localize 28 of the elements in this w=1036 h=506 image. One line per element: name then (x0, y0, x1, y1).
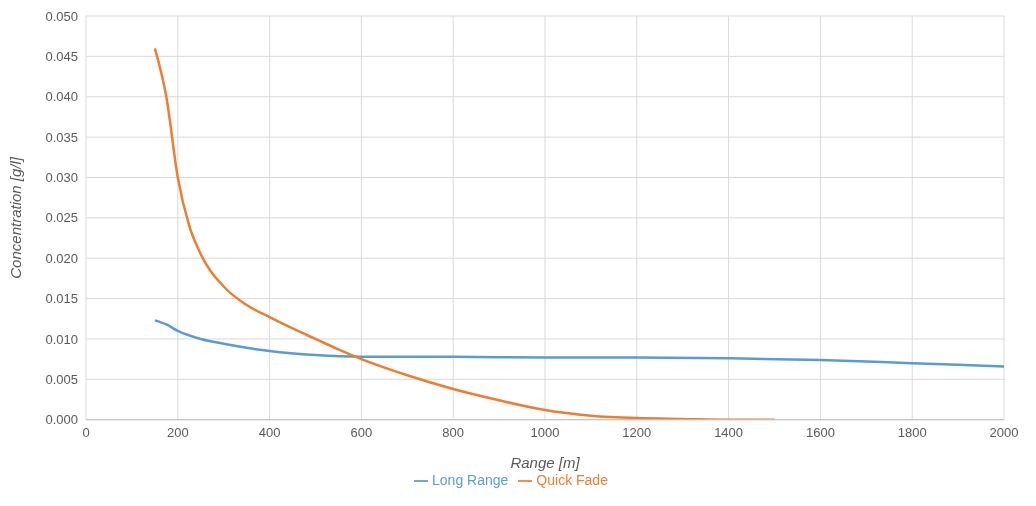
x-tick-label: 200 (166, 424, 189, 440)
y-tick-label: 0.045 (45, 48, 78, 64)
x-tick-label: 1600 (805, 424, 835, 440)
x-tick-label: 2000 (989, 424, 1019, 440)
y-axis-title: Concentration [g/l] (7, 156, 25, 279)
x-tick-label: 600 (350, 424, 373, 440)
x-tick-label: 1200 (622, 424, 652, 440)
y-tick-label: 0.025 (45, 210, 78, 226)
x-tick-label: 400 (258, 424, 281, 440)
legend-label: Quick Fade (536, 471, 608, 488)
y-tick-label: 0.000 (45, 412, 78, 428)
line-series (153, 47, 776, 420)
x-tick-label: 800 (442, 424, 465, 440)
y-tick-label: 0.035 (45, 129, 78, 145)
y-tick-label: 0.005 (45, 371, 78, 387)
y-tick-label: 0.020 (45, 250, 78, 266)
y-tick-label: 0.050 (45, 8, 78, 24)
y-tick-label: 0.010 (45, 331, 78, 347)
y-tick-label: 0.030 (45, 170, 78, 186)
y-tick-label: 0.015 (45, 291, 78, 307)
x-axis-title: Range [m] (510, 453, 581, 471)
line-series (153, 319, 1004, 368)
x-tick-label: 1400 (714, 424, 744, 440)
x-tick-label: 1000 (530, 424, 560, 440)
x-tick-label: 1800 (897, 424, 927, 440)
x-tick-label: 0 (82, 424, 90, 440)
legend-label: Long Range (432, 471, 509, 488)
y-tick-label: 0.040 (45, 89, 78, 105)
